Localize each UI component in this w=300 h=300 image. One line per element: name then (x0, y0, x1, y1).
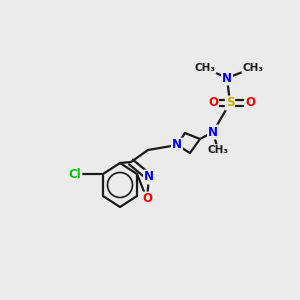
Text: N: N (208, 125, 218, 139)
Text: CH₃: CH₃ (194, 63, 215, 73)
Text: N: N (144, 170, 154, 184)
Text: O: O (142, 193, 152, 206)
Text: N: N (172, 139, 182, 152)
Text: CH₃: CH₃ (242, 63, 263, 73)
Text: S: S (226, 97, 234, 110)
Text: O: O (245, 97, 255, 110)
Text: Cl: Cl (69, 167, 81, 181)
Text: N: N (222, 71, 232, 85)
Text: CH₃: CH₃ (208, 145, 229, 155)
Text: O: O (208, 97, 218, 110)
